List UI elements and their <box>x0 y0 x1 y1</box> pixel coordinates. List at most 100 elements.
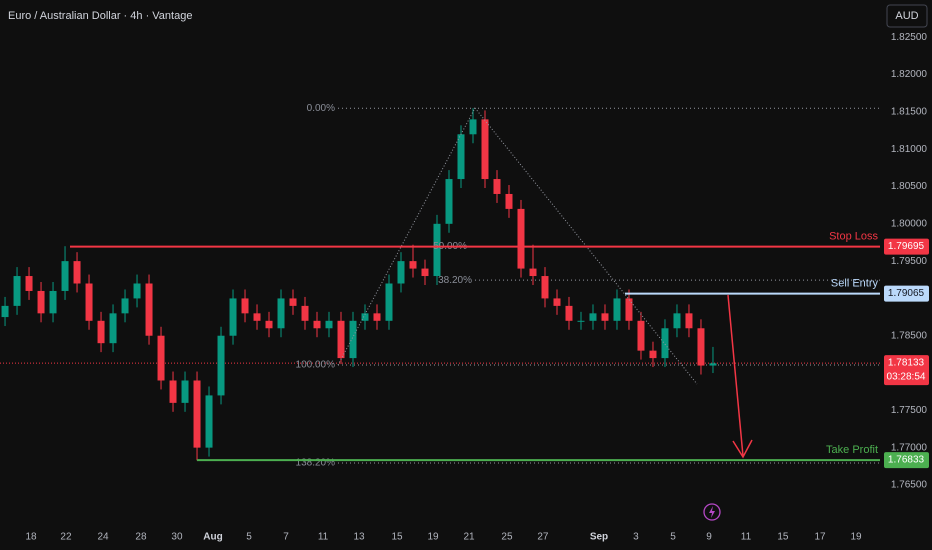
candle-body <box>157 335 165 381</box>
candle-body <box>553 298 561 306</box>
currency-label[interactable]: AUD <box>895 10 918 22</box>
lightning-circle[interactable] <box>703 503 721 521</box>
x-tick-label: 22 <box>60 532 72 543</box>
x-tick-label: 17 <box>814 532 826 543</box>
y-tick-label: 1.82500 <box>891 32 928 43</box>
candle-body <box>109 313 117 344</box>
y-tick-label: 1.80500 <box>891 181 928 192</box>
x-tick-label: 27 <box>537 532 549 543</box>
candle-body <box>457 134 465 180</box>
candle-body <box>277 298 285 329</box>
y-tick-label: 1.79500 <box>891 256 928 267</box>
projection-arrowhead <box>732 439 753 459</box>
candle-body <box>625 298 633 321</box>
candle-body <box>529 268 537 277</box>
x-tick-label: 9 <box>706 532 712 543</box>
candle-body <box>565 305 573 321</box>
candle-body <box>241 298 249 314</box>
candle-body <box>709 363 717 366</box>
candle-body <box>337 320 345 359</box>
candle-body <box>601 313 609 321</box>
candle-body <box>649 350 657 359</box>
candle-body <box>97 320 105 344</box>
fib-trend-line <box>337 107 476 366</box>
candle-body <box>349 320 357 359</box>
candle-body <box>517 208 525 269</box>
lightning-icon[interactable] <box>703 503 721 521</box>
candle-body <box>73 261 81 284</box>
candle-body <box>661 328 669 359</box>
candle-body <box>409 261 417 269</box>
y-tick-label: 1.81000 <box>891 144 928 155</box>
x-tick-label: 19 <box>427 532 439 543</box>
candle-body <box>469 119 477 135</box>
candle-body <box>445 179 453 224</box>
candle-body <box>421 268 429 277</box>
level-name: Take Profit <box>826 444 878 456</box>
candle-body <box>13 276 21 306</box>
level-price: 1.76833 <box>888 455 925 466</box>
y-tick-label: 1.76500 <box>891 480 928 491</box>
candle-body <box>697 328 705 366</box>
candle-body <box>589 313 597 321</box>
candle-body <box>577 320 585 322</box>
candle-body <box>397 261 405 284</box>
countdown: 03:28:54 <box>887 372 926 383</box>
x-tick-label: 3 <box>633 532 639 543</box>
candle-body <box>637 320 645 351</box>
candle-body <box>385 283 393 321</box>
x-tick-label: 25 <box>501 532 513 543</box>
candle-body <box>301 305 309 321</box>
x-tick-label: 15 <box>777 532 789 543</box>
candle-body <box>169 380 177 403</box>
x-tick-label: 5 <box>246 532 252 543</box>
level-price-tag <box>884 452 929 469</box>
candle-body <box>121 298 129 314</box>
candle-body <box>481 119 489 180</box>
candle-body <box>145 283 153 336</box>
projection-arrow <box>727 294 744 457</box>
candle-body <box>217 335 225 396</box>
y-tick-label: 1.80000 <box>891 218 928 229</box>
fib-label: 38.20% <box>438 275 472 286</box>
fib-label: 0.00% <box>307 103 335 114</box>
candle-body <box>229 298 237 336</box>
candle-body <box>25 276 33 291</box>
candle-body <box>61 261 69 291</box>
x-tick-label: 18 <box>26 532 38 543</box>
fib-label: 100.00% <box>296 360 336 371</box>
plot-area <box>0 107 880 464</box>
y-tick-label: 1.77500 <box>891 405 928 416</box>
currency-button[interactable] <box>886 4 928 28</box>
x-tick-label: 5 <box>670 532 676 543</box>
lightning-bolt[interactable] <box>709 506 715 518</box>
x-tick-label: 24 <box>98 532 110 543</box>
candle-body <box>685 313 693 329</box>
candle-body <box>289 298 297 306</box>
fib-label: 138.20% <box>296 458 336 469</box>
x-tick-label: 11 <box>741 532 752 543</box>
x-tick-label: 15 <box>391 532 403 543</box>
level-price-tag <box>884 238 929 255</box>
candle-body <box>433 223 441 277</box>
y-tick-label: 1.81500 <box>891 107 928 118</box>
candle-body <box>1 305 9 318</box>
candle-body <box>493 179 501 194</box>
candle-body <box>181 380 189 403</box>
candle-body <box>325 320 333 329</box>
candle-body <box>541 276 549 299</box>
last-price-tag <box>884 355 929 386</box>
y-tick-label: 1.78500 <box>891 330 928 341</box>
y-tick-label: 1.77000 <box>891 442 928 453</box>
candle-body <box>253 313 261 321</box>
candle-body <box>37 290 45 314</box>
candle-body <box>49 290 57 314</box>
x-tick-label: 21 <box>463 532 475 543</box>
x-tick-label: Aug <box>203 532 222 543</box>
candle-body <box>193 380 201 448</box>
level-name: Stop Loss <box>829 230 878 242</box>
candle-body <box>85 283 93 321</box>
level-price: 1.79065 <box>888 288 925 299</box>
